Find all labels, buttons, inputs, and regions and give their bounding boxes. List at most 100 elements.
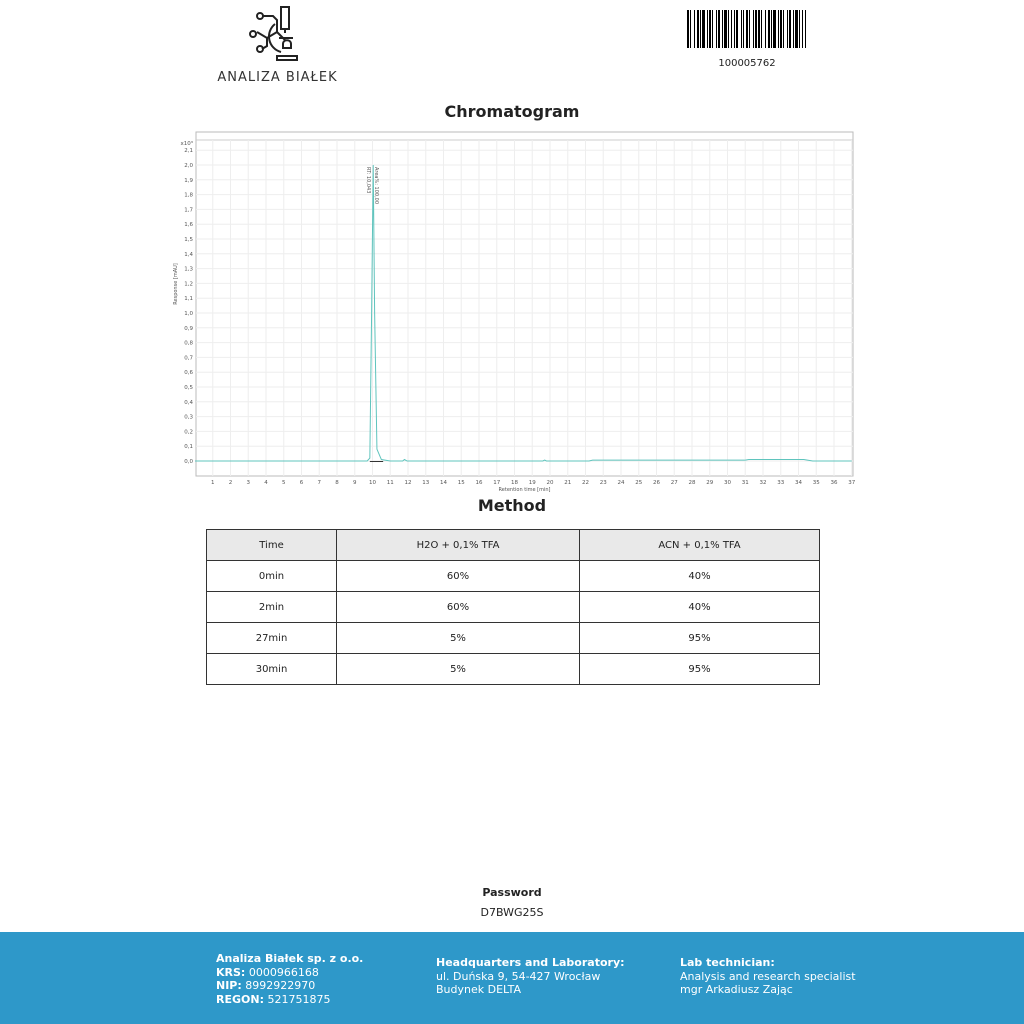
barcode-bar: [694, 10, 695, 48]
table-row: 2min 60% 40%: [206, 591, 820, 623]
x-tick-label: 23: [600, 480, 607, 486]
chromatogram-title: Chromatogram: [444, 102, 580, 121]
x-tick-label: 21: [564, 480, 571, 486]
plot-frame: [195, 131, 854, 477]
hq-address: ul. Duńska 9, 54-427 Wrocław: [436, 969, 601, 983]
barcode: 100005762: [686, 10, 808, 69]
x-tick-label: 10: [369, 480, 376, 486]
password-value: D7BWG25S: [480, 906, 544, 919]
logo-text: ANALIZA BIAŁEK: [217, 70, 338, 85]
y-tick-label: 1,7: [184, 207, 193, 213]
x-tick-label: 25: [635, 480, 642, 486]
x-tick-label: 36: [831, 480, 838, 486]
x-tick-label: 9: [353, 480, 357, 486]
barcode-bar: [780, 10, 782, 48]
company-name: Analiza Białek sp. z o.o.: [216, 952, 364, 965]
x-tick-label: 20: [547, 480, 554, 486]
x-tick-label: 3: [247, 480, 251, 486]
cell: 40%: [579, 591, 820, 623]
y-tick-label: 0,6: [184, 370, 193, 376]
x-tick-label: 15: [458, 480, 465, 486]
method-table: Time H2O + 0,1% TFA ACN + 0,1% TFA 0min 6…: [206, 529, 820, 685]
x-axis-label: Retention time [min]: [499, 487, 551, 493]
barcode-bar: [783, 10, 784, 48]
x-tick-label: 6: [300, 480, 304, 486]
barcode-bar: [795, 10, 798, 48]
barcode-bar: [687, 10, 689, 48]
x-tick-label: 29: [706, 480, 713, 486]
y-tick-label: 0,8: [184, 341, 193, 347]
table-row: 30min 5% 95%: [206, 653, 820, 685]
barcode-bar: [755, 10, 757, 48]
barcode-bar: [758, 10, 760, 48]
x-tick-label: 2: [229, 480, 233, 486]
barcode-bar: [768, 10, 770, 48]
barcode-bar: [731, 10, 732, 48]
column-header: Time: [206, 529, 337, 561]
krs-label: KRS:: [216, 965, 246, 979]
y-tick-label: 1,4: [184, 252, 193, 258]
peak-annotation: Area%: 100,00: [373, 167, 379, 204]
x-tick-label: 18: [511, 480, 518, 486]
y-axis-label: Response [mAU]: [173, 263, 179, 305]
barcode-bar: [718, 10, 720, 48]
y-tick-label: 0,0: [184, 459, 193, 465]
x-tick-label: 34: [795, 480, 802, 486]
technician-label: Lab technician:: [680, 956, 775, 969]
x-tick-label: 4: [264, 480, 268, 486]
y-tick-label: 0,5: [184, 385, 193, 391]
barcode-bar: [749, 10, 750, 48]
table-row: 27min 5% 95%: [206, 622, 820, 654]
y-tick-label: 1,1: [184, 296, 193, 302]
method-title: Method: [477, 496, 547, 515]
series-line: [195, 164, 852, 462]
cell: 95%: [579, 622, 820, 654]
x-tick-label: 16: [476, 480, 483, 486]
barcode-bar: [690, 10, 691, 48]
password-label: Password: [482, 886, 542, 899]
footer: Analiza Białek sp. z o.o. KRS: 000096616…: [0, 932, 1024, 1024]
barcode-bar: [697, 10, 699, 48]
x-tick-label: 27: [671, 480, 678, 486]
barcode-bar: [778, 10, 779, 48]
x-tick-label: 32: [760, 480, 767, 486]
barcode-bar: [773, 10, 776, 48]
company-logo: ANALIZA BIAŁEK: [215, 2, 340, 85]
barcode-bar: [805, 10, 806, 48]
y-tick-label: 1,2: [184, 281, 193, 287]
x-tick-label: 7: [318, 480, 322, 486]
y-tick-label: 0,2: [184, 429, 193, 435]
technician-name: mgr Arkadiusz Zając: [680, 983, 793, 996]
cell: 0min: [206, 560, 337, 592]
barcode-bar: [802, 10, 803, 48]
x-tick-label: 28: [689, 480, 696, 486]
barcode-bar: [793, 10, 794, 48]
y-tick-label: 2,1: [184, 148, 193, 154]
barcode-bar: [707, 10, 708, 48]
hq-info: Headquarters and Laboratory: ul. Duńska …: [436, 956, 625, 997]
krs-value: 0000966168: [248, 965, 319, 979]
x-tick-label: 8: [335, 480, 339, 486]
cell: 5%: [336, 622, 580, 654]
barcode-bar: [741, 10, 742, 48]
cell: 27min: [206, 622, 337, 654]
cell: 2min: [206, 591, 337, 623]
y-tick-label: 1,9: [184, 178, 193, 184]
peak-annotation: RT: 10,043: [365, 167, 371, 193]
x-tick-label: 31: [742, 480, 749, 486]
column-header: ACN + 0,1% TFA: [579, 529, 820, 561]
barcode-bar: [761, 10, 762, 48]
regon-value: 521751875: [267, 992, 331, 1006]
company-info: Analiza Białek sp. z o.o. KRS: 000096616…: [216, 952, 363, 1006]
x-tick-label: 35: [813, 480, 820, 486]
hq-building: Budynek DELTA: [436, 983, 522, 996]
barcode-bar: [771, 10, 772, 48]
regon-label: REGON:: [216, 992, 264, 1006]
cell: 60%: [336, 560, 580, 592]
barcode-bar: [789, 10, 791, 48]
y-tick-label: 1,0: [184, 311, 193, 317]
barcode-bar: [722, 10, 723, 48]
y-tick-label: 0,4: [184, 400, 193, 406]
y-tick-label: 1,8: [184, 193, 193, 199]
y-tick-label: 0,1: [184, 444, 193, 450]
